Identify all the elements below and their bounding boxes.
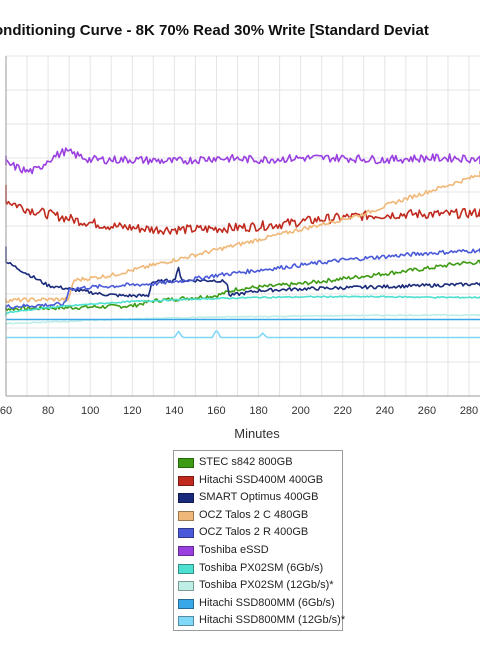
legend-item[interactable]: Toshiba PX02SM (12Gb/s)* xyxy=(178,577,340,594)
legend-label: Toshiba eSSD xyxy=(199,544,269,556)
legend-label: Toshiba PX02SM (6Gb/s) xyxy=(199,561,324,574)
legend-item[interactable]: Hitachi SSD800MM (12Gb/s)* xyxy=(178,612,345,629)
legend-swatch xyxy=(178,563,194,574)
legend-item[interactable]: OCZ Talos 2 R 400GB xyxy=(178,524,340,541)
legend-swatch xyxy=(178,616,194,627)
x-tick-label: 260 xyxy=(418,405,436,417)
legend-swatch xyxy=(178,581,194,592)
series-lines xyxy=(5,147,480,339)
x-tick-label: 200 xyxy=(291,405,309,417)
x-tick-label: 100 xyxy=(81,405,99,417)
legend-label: STEC s842 800GB xyxy=(199,456,293,468)
legend-swatch xyxy=(178,510,194,521)
legend-item[interactable]: Hitachi SSD400M 400GB xyxy=(178,472,340,489)
x-tick-label: 140 xyxy=(165,405,183,417)
legend-swatch xyxy=(178,493,194,504)
legend-item[interactable]: Toshiba eSSD xyxy=(178,542,340,559)
legend-item[interactable]: STEC s842 800GB xyxy=(178,454,340,471)
legend-item[interactable]: Hitachi SSD800MM (6Gb/s) xyxy=(178,595,340,612)
legend-swatch xyxy=(178,475,194,486)
legend-item[interactable]: OCZ Talos 2 C 480GB xyxy=(178,507,340,524)
series-line-4 xyxy=(5,247,480,311)
x-tick-label: 240 xyxy=(376,405,394,417)
chart-legend: STEC s842 800GB Hitachi SSD400M 400GB SMAR… xyxy=(173,450,345,631)
series-line-3 xyxy=(5,171,480,304)
series-line-7 xyxy=(5,313,480,326)
legend-swatch xyxy=(178,546,194,556)
legend-swatch xyxy=(178,598,194,609)
x-tick-labels: 60 80 100 120 140 160 180 200 220 240 260 280 xyxy=(0,405,478,417)
legend-item[interactable]: Toshiba PX02SM (6Gb/s) xyxy=(178,560,340,577)
x-tick-label: 80 xyxy=(42,405,54,417)
x-tick-label: 180 xyxy=(249,405,267,417)
legend-swatch xyxy=(178,528,194,539)
legend-label: SMART Optimus 400GB xyxy=(199,491,319,504)
legend-label: OCZ Talos 2 C 480GB xyxy=(199,508,309,521)
x-tick-label: 220 xyxy=(334,405,352,417)
legend-item[interactable]: SMART Optimus 400GB xyxy=(178,489,340,506)
series-line-2 xyxy=(5,246,480,298)
x-tick-label: 160 xyxy=(207,405,225,417)
legend-label: Hitachi SSD800MM (12Gb/s)* xyxy=(199,614,346,627)
x-tick-label: 120 xyxy=(123,405,141,417)
legend-label: OCZ Talos 2 R 400GB xyxy=(199,526,309,539)
legend-swatch xyxy=(178,458,194,468)
series-line-1 xyxy=(5,184,480,235)
series-line-0 xyxy=(5,259,480,312)
legend-label: Toshiba PX02SM (12Gb/s)* xyxy=(199,579,334,592)
chart-title: onditioning Curve - 8K 70% Read 30% Writ… xyxy=(0,22,480,42)
series-line-9 xyxy=(6,330,480,339)
series-line-5 xyxy=(5,147,480,175)
chart-title-text: onditioning Curve - 8K 70% Read 30% Writ… xyxy=(0,22,429,39)
legend-label: Hitachi SSD800MM (6Gb/s) xyxy=(199,596,335,609)
x-tick-label: 60 xyxy=(0,405,12,417)
series-line-6 xyxy=(5,295,480,317)
legend-label: Hitachi SSD400M 400GB xyxy=(199,473,324,486)
x-axis-label: Minutes xyxy=(234,426,280,441)
x-tick-label: 280 xyxy=(460,405,478,417)
